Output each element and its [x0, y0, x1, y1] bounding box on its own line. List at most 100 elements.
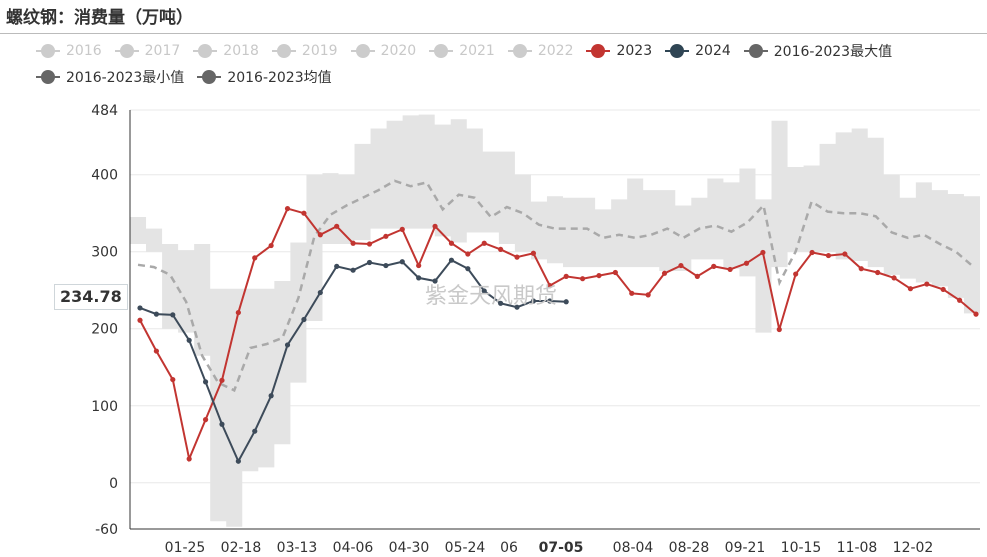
series-2024-point[interactable] — [383, 262, 389, 269]
series-2024-point[interactable] — [530, 298, 537, 304]
legend-item-2016[interactable]: 2016 — [36, 38, 102, 64]
series-2023-point[interactable] — [694, 273, 700, 279]
series-2024-point[interactable] — [170, 312, 176, 318]
series-2023-point[interactable] — [301, 210, 307, 216]
legend-item-2017[interactable]: 2017 — [114, 38, 180, 64]
series-2023-point[interactable] — [530, 250, 537, 256]
series-2023-point[interactable] — [875, 269, 881, 276]
series-2023-point[interactable] — [645, 292, 651, 298]
legend-item-2024[interactable]: 2024 — [665, 38, 731, 64]
series-2024-point[interactable] — [399, 259, 405, 265]
series-2023-point[interactable] — [170, 376, 176, 383]
series-2024-point[interactable] — [350, 267, 356, 273]
series-2023-point[interactable] — [973, 311, 979, 317]
legend-item-2016-2023均值[interactable]: 2016-2023均值 — [197, 64, 332, 90]
series-2023-point[interactable] — [252, 255, 258, 261]
series-2024-point[interactable] — [137, 305, 143, 311]
series-2023-point[interactable] — [498, 246, 504, 253]
series-2023-point[interactable] — [858, 266, 864, 272]
series-2023-point[interactable] — [957, 297, 963, 303]
series-2023-point[interactable] — [465, 251, 471, 257]
series-2024-point[interactable] — [481, 288, 487, 294]
series-2024-point[interactable] — [416, 275, 422, 281]
series-2023-point[interactable] — [727, 266, 733, 273]
series-2024-point[interactable] — [219, 421, 225, 427]
series-2023-point[interactable] — [334, 223, 340, 229]
series-2023-point[interactable] — [514, 254, 520, 260]
series-2024-point[interactable] — [366, 259, 373, 266]
series-2023-point[interactable] — [579, 276, 586, 282]
series-2023-point[interactable] — [940, 286, 946, 293]
series-2023-point[interactable] — [383, 233, 389, 239]
series-2023-point[interactable] — [842, 251, 848, 257]
legend-item-2019[interactable]: 2019 — [271, 38, 338, 64]
series-2023-point[interactable] — [153, 348, 159, 354]
series-2023-point[interactable] — [268, 242, 274, 249]
series-2023-point[interactable] — [891, 275, 897, 281]
legend-item-2022[interactable]: 2022 — [507, 38, 573, 64]
legend-item-2021[interactable]: 2021 — [429, 38, 495, 64]
series-2023-point[interactable] — [547, 283, 553, 289]
series-2023-point[interactable] — [809, 249, 815, 256]
series-2023-point[interactable] — [219, 377, 225, 383]
x-tick-label: 10-15 — [781, 540, 822, 556]
series-2023-point[interactable] — [563, 273, 569, 279]
series-2023-point[interactable] — [399, 226, 405, 232]
series-2023-line — [139, 207, 977, 463]
series-2023-point[interactable] — [284, 205, 291, 212]
series-2023-point[interactable] — [481, 240, 487, 246]
legend-symbol-icon — [114, 44, 139, 58]
series-2023-point[interactable] — [186, 456, 192, 462]
legend-item-2016-2023最小值[interactable]: 2016-2023最小值 — [36, 64, 184, 90]
series-2024-point[interactable] — [252, 428, 258, 434]
series-2023-point[interactable] — [448, 240, 455, 246]
series-2024-point[interactable] — [186, 337, 192, 343]
legend-symbol-icon — [193, 44, 218, 58]
series-2023-point[interactable] — [317, 232, 323, 238]
series-2024-point[interactable] — [465, 266, 471, 272]
series-2023-point[interactable] — [612, 269, 618, 276]
series-2024-point[interactable] — [268, 393, 274, 399]
series-2024-point[interactable] — [317, 289, 323, 296]
series-2023-point[interactable] — [743, 260, 750, 266]
series-2023-point[interactable] — [432, 223, 438, 229]
series-2024-point[interactable] — [547, 298, 553, 304]
x-tick-label: 01-25 — [165, 540, 206, 556]
series-2023-point[interactable] — [924, 281, 930, 287]
series-2023-point[interactable] — [629, 290, 635, 296]
legend-item-2023[interactable]: 2023 — [586, 38, 652, 64]
legend-item-2016-2023最大值[interactable]: 2016-2023最大值 — [743, 38, 893, 64]
legend-item-2018[interactable]: 2018 — [193, 38, 259, 64]
series-2024-point[interactable] — [498, 300, 504, 306]
series-2023-point[interactable] — [202, 417, 209, 423]
series-2024-point[interactable] — [284, 342, 291, 348]
series-2023-point[interactable] — [366, 241, 373, 247]
series-2023-point[interactable] — [760, 249, 766, 256]
y-tick-label: 400 — [91, 168, 118, 184]
series-2024-point[interactable] — [514, 304, 520, 310]
series-2023-point[interactable] — [661, 270, 668, 276]
series-2023-point[interactable] — [825, 252, 832, 259]
legend-label: 2021 — [459, 43, 495, 59]
series-2024-point[interactable] — [334, 263, 340, 269]
series-2024-point[interactable] — [153, 311, 159, 317]
series-2023-point[interactable] — [776, 326, 782, 333]
series-2024-point[interactable] — [202, 379, 209, 385]
series-2024-point[interactable] — [448, 257, 455, 263]
series-2023-point[interactable] — [416, 262, 422, 269]
series-2024-point[interactable] — [301, 316, 307, 323]
series-2023-point[interactable] — [793, 271, 799, 277]
series-2024-point[interactable] — [563, 299, 569, 305]
series-2023-point[interactable] — [137, 317, 143, 323]
legend-label: 2016-2023均值 — [227, 70, 332, 86]
series-2024-point[interactable] — [235, 458, 241, 464]
series-2023-point[interactable] — [678, 262, 684, 269]
legend-item-2020[interactable]: 2020 — [350, 38, 416, 64]
series-2023-point[interactable] — [596, 272, 602, 279]
legend-label: 2016-2023最大值 — [773, 44, 893, 60]
series-2023-point[interactable] — [907, 286, 914, 292]
series-2023-point[interactable] — [350, 240, 356, 246]
series-2024-point[interactable] — [432, 278, 438, 284]
series-2023-point[interactable] — [235, 309, 241, 316]
series-2023-point[interactable] — [711, 263, 717, 269]
